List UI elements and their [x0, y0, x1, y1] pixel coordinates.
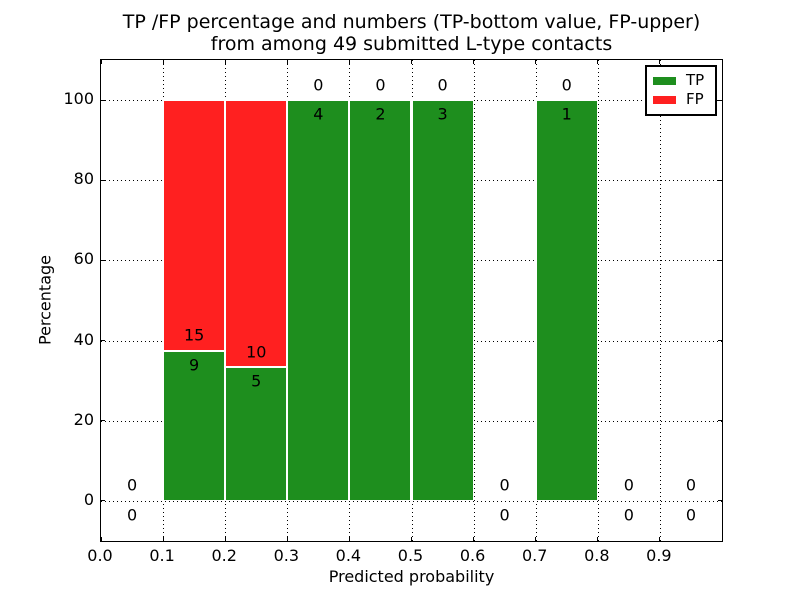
x-tick-top: [162, 60, 164, 64]
annotation-fp-count: 15: [183, 325, 205, 345]
y-tick-right: [718, 340, 722, 342]
x-tick-top: [473, 60, 475, 64]
y-tick-right: [718, 99, 722, 101]
x-tick-bottom: [286, 537, 288, 541]
legend-label-tp: TP: [686, 71, 705, 89]
y-tick-right: [718, 500, 722, 502]
annotation-tp-count: 0: [623, 505, 634, 525]
annotation-tp-count: 1: [561, 104, 572, 124]
annotation-fp-count: 0: [375, 75, 386, 95]
y-tick-right: [718, 420, 722, 422]
x-tick-label: 0.8: [584, 546, 610, 565]
grid-line-vertical: [473, 60, 475, 541]
x-tick-bottom: [473, 537, 475, 541]
annotation-fp-count: 0: [499, 475, 510, 495]
legend-entry-tp: TP: [653, 71, 715, 90]
annotation-tp-count: 5: [251, 371, 262, 391]
y-tick-left: [101, 340, 105, 342]
y-tick-left: [101, 179, 105, 181]
chart-title: TP /FP percentage and numbers (TP-bottom…: [100, 11, 723, 55]
x-tick-label: 0.1: [149, 546, 175, 565]
x-tick-top: [100, 60, 102, 64]
annotation-tp-count: 0: [685, 505, 697, 525]
plot-area: TP FP 0 0 15 9 10 5 0 4 0 2 0 3 0 0 0 1 0 0 0 0: [100, 59, 723, 542]
legend-swatch-fp: [653, 95, 676, 104]
annotation-tp-count: 0: [499, 505, 510, 525]
annotation-fp-count: 0: [561, 75, 572, 95]
annotation-fp-count: 0: [437, 75, 448, 95]
y-tick-right: [718, 179, 722, 181]
chart-title-line1: TP /FP percentage and numbers (TP-bottom…: [122, 11, 701, 33]
annotation-tp-count: 3: [437, 104, 448, 124]
grid-line-vertical: [659, 60, 661, 541]
x-tick-bottom: [411, 537, 412, 541]
bar-segment-tp: [535, 100, 598, 501]
y-tick-label: 20: [73, 409, 94, 429]
annotation-tp-count: 9: [189, 355, 200, 375]
x-tick-label: 0.5: [397, 546, 424, 565]
legend: TP FP: [645, 65, 717, 116]
x-tick-bottom: [659, 537, 661, 541]
bar-segment-fp: [163, 100, 226, 351]
bar-segment-tp: [411, 100, 474, 501]
x-tick-top: [659, 60, 661, 64]
x-tick-top: [411, 60, 412, 64]
chart-title-line2: from among 49 submitted L-type contacts: [210, 33, 613, 55]
x-axis-label: Predicted probability: [328, 567, 495, 586]
x-tick-bottom: [535, 537, 537, 541]
x-tick-label: 0.0: [87, 546, 113, 565]
grid-line-vertical: [597, 60, 599, 541]
x-tick-label: 0.4: [335, 546, 362, 565]
y-tick-left: [101, 99, 105, 101]
x-tick-bottom: [162, 537, 164, 541]
y-tick-label: 60: [73, 249, 94, 269]
x-tick-label: 0.2: [211, 546, 237, 565]
legend-entry-fp: FP: [653, 90, 715, 109]
x-tick-label: 0.7: [521, 546, 548, 565]
x-tick-bottom: [348, 537, 350, 541]
x-tick-top: [286, 60, 288, 64]
legend-swatch-tp: [653, 76, 676, 85]
bar-segment-tp: [287, 100, 350, 501]
y-tick-label: 0: [83, 489, 94, 509]
y-tick-label: 40: [73, 329, 94, 349]
bar-segment-tp: [225, 367, 288, 501]
annotation-fp-count: 10: [246, 342, 267, 362]
annotation-fp-count: 0: [126, 475, 138, 495]
x-tick-label: 0.9: [646, 546, 672, 565]
y-tick-right: [718, 259, 722, 261]
y-tick-left: [101, 420, 105, 422]
annotation-fp-count: 0: [685, 475, 697, 495]
x-tick-top: [348, 60, 350, 64]
x-tick-label: 0.3: [273, 546, 300, 565]
y-tick-left: [101, 259, 105, 261]
x-tick-bottom: [597, 537, 599, 541]
annotation-tp-count: 2: [375, 104, 386, 124]
bar-segment-tp: [349, 100, 412, 501]
legend-label-fp: FP: [686, 90, 704, 108]
x-tick-top: [224, 60, 226, 64]
x-tick-label: 0.6: [459, 546, 486, 565]
annotation-fp-count: 0: [623, 475, 634, 495]
x-tick-bottom: [100, 537, 102, 541]
y-tick-left: [101, 500, 105, 502]
x-tick-bottom: [224, 537, 226, 541]
bar-segment-tp: [163, 350, 226, 501]
bar-segment-fp: [225, 100, 288, 368]
x-tick-top: [535, 60, 537, 64]
annotation-fp-count: 0: [313, 75, 324, 95]
x-tick-top: [597, 60, 599, 64]
y-tick-label: 100: [63, 89, 94, 109]
y-tick-label: 80: [73, 169, 94, 189]
annotation-tp-count: 4: [313, 104, 324, 124]
annotation-tp-count: 0: [126, 505, 138, 525]
